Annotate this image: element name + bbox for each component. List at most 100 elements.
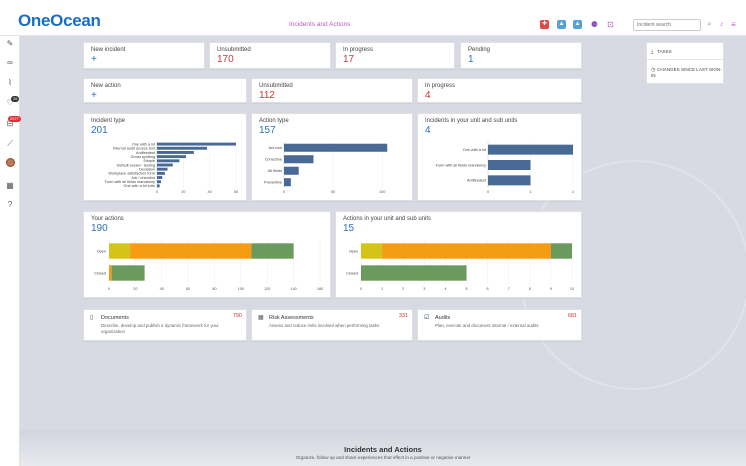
bar bbox=[488, 144, 573, 155]
bar bbox=[157, 176, 163, 180]
x-tick-label: 50 bbox=[331, 190, 335, 194]
unit-incidents-chart: Incidents in your unit and sub units 4 0… bbox=[417, 113, 582, 201]
x-tick-label: 20 bbox=[181, 190, 185, 194]
module-count: 331 bbox=[398, 313, 408, 319]
your-actions-chart: Your actions 190 0 20 40 60 80 100 120 140 160 Op… bbox=[83, 211, 331, 298]
card-value: 170 bbox=[217, 54, 234, 65]
infinity-icon[interactable]: ∞ bbox=[7, 58, 13, 67]
x-tick-label: 120 bbox=[264, 287, 270, 291]
ship-alt-icon[interactable]: ▲ bbox=[573, 20, 582, 29]
search-input[interactable] bbox=[633, 19, 701, 31]
menu-icon[interactable]: ≡ bbox=[729, 20, 738, 29]
y-tick-label: Preventive bbox=[264, 181, 282, 185]
card-value: + bbox=[91, 90, 97, 101]
x-tick-label: 9 bbox=[550, 287, 552, 291]
stacked-bar-segment bbox=[130, 243, 252, 259]
pending-incidents-card[interactable]: Pending 1 bbox=[460, 42, 582, 69]
in-progress-incidents-card[interactable]: In progress 17 bbox=[335, 42, 455, 69]
bar bbox=[157, 159, 180, 163]
checkbox-icon: ☑ bbox=[424, 315, 430, 321]
bar bbox=[157, 163, 173, 167]
page-title: Incidents and Actions bbox=[289, 21, 351, 28]
y-tick-label: Antifeedest bbox=[136, 151, 156, 155]
new-incident-card[interactable]: New incident + bbox=[83, 42, 205, 69]
download-icon: ⤓ bbox=[651, 49, 654, 55]
lifebuoy-icon[interactable]: ✚ bbox=[540, 20, 549, 29]
bar bbox=[284, 178, 291, 187]
chart-title: Action type bbox=[259, 118, 289, 124]
module-title: Risk Assessments bbox=[269, 315, 314, 321]
unsubmitted-actions-card[interactable]: Unsubmitted 112 bbox=[251, 78, 413, 103]
avatar[interactable] bbox=[6, 158, 15, 167]
tasks-link[interactable]: ⤓ TASKS bbox=[651, 49, 672, 55]
new-action-card[interactable]: New action + bbox=[83, 78, 247, 103]
audits-module[interactable]: ☑ Audits 681 Plan, execute and document … bbox=[417, 309, 582, 341]
y-tick-label: Internal audit access test bbox=[113, 147, 156, 151]
lock-icon[interactable]: ⊡ bbox=[606, 20, 615, 29]
bar bbox=[157, 167, 168, 171]
stacked-bar-segment bbox=[251, 243, 294, 259]
pencil-icon[interactable]: ✎ bbox=[6, 39, 14, 48]
help-icon[interactable]: ? bbox=[7, 200, 13, 209]
changes-link[interactable]: ◷ CHANGES SINCE LAST SIGN-IN bbox=[651, 67, 723, 79]
bar bbox=[488, 160, 531, 170]
heart-icon[interactable]: ♡ bbox=[6, 98, 14, 107]
chart-total: 4 bbox=[425, 125, 431, 136]
bar bbox=[157, 184, 160, 188]
bar bbox=[157, 180, 161, 184]
y-tick-label: Default vessel - testing bbox=[117, 163, 155, 167]
bar bbox=[157, 155, 186, 159]
y-tick-label: Corrective bbox=[265, 158, 282, 162]
ship-icon[interactable]: ▲ bbox=[557, 20, 566, 29]
bar bbox=[157, 171, 165, 175]
in-progress-actions-card[interactable]: In progress 4 bbox=[417, 78, 582, 103]
card-label: Pending bbox=[468, 47, 491, 53]
x-tick-label: 160 bbox=[317, 287, 323, 291]
inbox-icon[interactable]: ⊟ bbox=[6, 119, 14, 128]
stacked-bar-segment bbox=[109, 265, 112, 281]
y-tick-label: One with a lot bbox=[463, 148, 487, 152]
card-label: In progress bbox=[425, 83, 456, 89]
x-tick-label: 0 bbox=[108, 287, 110, 291]
stacked-bar-segment bbox=[382, 243, 551, 259]
x-tick-label: 80 bbox=[212, 287, 216, 291]
card-label: Unsubmitted bbox=[259, 83, 293, 89]
x-tick-label: 1 bbox=[381, 287, 383, 291]
stacked-bar-segment bbox=[109, 243, 131, 259]
bar bbox=[157, 146, 208, 150]
mic-icon[interactable]: ♪ bbox=[717, 20, 726, 29]
unsubmitted-incidents-card[interactable]: Unsubmitted 170 bbox=[209, 42, 331, 69]
x-tick-label: 40 bbox=[160, 287, 164, 291]
x-tick-label: 6 bbox=[487, 287, 489, 291]
chart-icon[interactable]: ⟋ bbox=[7, 139, 13, 148]
risk-assessments-module[interactable]: ▦ Risk Assessments 331 Assess and reduce… bbox=[251, 309, 413, 341]
x-tick-label: 0 bbox=[283, 190, 285, 194]
y-tick-label: Form with all fields mandatory bbox=[436, 163, 487, 167]
bar bbox=[157, 150, 194, 154]
x-tick-label: 100 bbox=[238, 287, 244, 291]
clip-icon[interactable]: ⌇ bbox=[8, 78, 12, 87]
x-tick-label: 100 bbox=[379, 190, 385, 194]
y-tick-label: Closed bbox=[346, 271, 358, 275]
incident-type-chart: Incident type 201 0 20 40 60 One with a lot I… bbox=[83, 113, 247, 201]
y-tick-label: Job / checklist bbox=[131, 176, 156, 180]
people-icon[interactable]: ⚈ bbox=[590, 20, 599, 29]
module-title: Audits bbox=[435, 315, 451, 321]
grid-icon[interactable]: ▦ bbox=[6, 181, 14, 190]
documents-module[interactable]: ▯ Documents 790 Describe, develop and pu… bbox=[83, 309, 247, 341]
chart-title: Incident type bbox=[91, 118, 126, 124]
app-logo[interactable]: OneOcean bbox=[18, 11, 101, 30]
x-tick-label: 20 bbox=[133, 287, 137, 291]
x-tick-label: 3 bbox=[423, 287, 425, 291]
stacked-bar-segment bbox=[111, 265, 145, 281]
y-tick-label: Simple bbox=[143, 159, 155, 163]
search-icon[interactable]: ⌕ bbox=[705, 20, 714, 29]
x-tick-label: 0 bbox=[156, 190, 158, 194]
footer-subtitle: Organize, follow up and share experience… bbox=[295, 455, 471, 460]
stacked-bar-segment bbox=[361, 265, 467, 281]
x-tick-label: 60 bbox=[186, 287, 190, 291]
chart-svg: 0 1 2 3 4 5 6 7 8 9 10 Open Closed bbox=[346, 240, 574, 291]
y-tick-label: Deviation bbox=[139, 167, 155, 171]
